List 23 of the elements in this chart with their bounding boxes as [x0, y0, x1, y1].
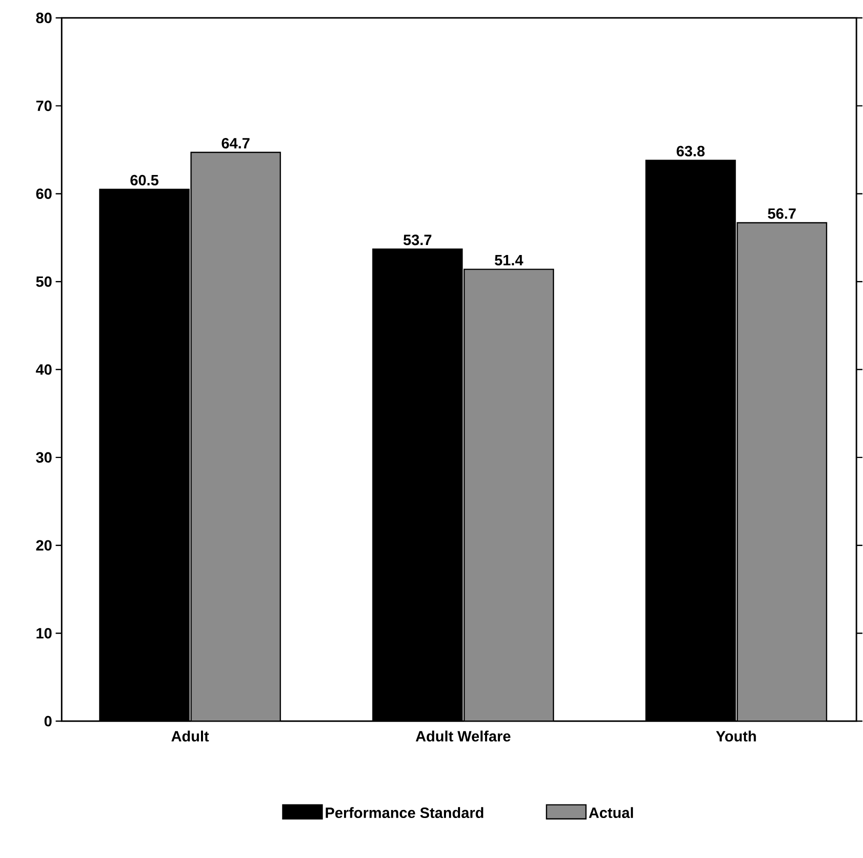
- legend-label: Actual: [588, 806, 633, 818]
- data-label: 63.8: [676, 146, 705, 156]
- data-label: 51.4: [494, 254, 524, 266]
- y-tick-label: 40: [36, 364, 52, 375]
- y-tick-label: 30: [36, 452, 52, 463]
- bar: [464, 268, 554, 721]
- x-tick-label: Adult: [171, 730, 209, 742]
- data-label: 64.7: [222, 138, 250, 148]
- x-tick-label: Youth: [716, 730, 756, 742]
- y-tick-label: 20: [36, 540, 52, 550]
- y-tick-label: 80: [36, 12, 52, 23]
- y-tick-label: 50: [36, 276, 52, 287]
- data-label: 53.7: [403, 234, 432, 245]
- y-tick-label: 0: [44, 716, 52, 726]
- y-tick-label: 60: [36, 188, 52, 199]
- y-tick-label: 70: [36, 100, 52, 111]
- bar: [190, 152, 281, 721]
- data-label: 60.5: [130, 174, 158, 186]
- y-tick-label: 10: [36, 628, 52, 638]
- bar: [736, 222, 828, 721]
- legend-label: Performance Standard: [326, 806, 484, 818]
- x-tick-label: Adult Welfare: [416, 730, 510, 742]
- data-label: 56.7: [768, 208, 796, 219]
